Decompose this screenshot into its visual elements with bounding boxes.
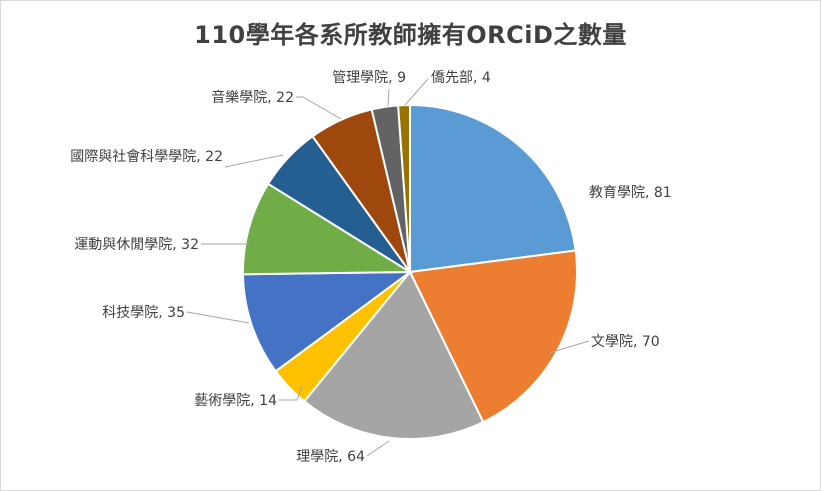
pie-slice	[408, 249, 578, 424]
leader-line	[387, 88, 390, 107]
data-label: 管理學院, 9	[332, 70, 406, 86]
leader-line	[224, 154, 284, 168]
data-label: 藝術學院, 14	[194, 393, 277, 409]
data-label: 文學院, 70	[591, 334, 660, 350]
leader-line	[404, 78, 429, 106]
data-label: 科技學院, 35	[102, 305, 185, 321]
data-label: 僑先部, 4	[431, 70, 491, 86]
data-label: 音樂學院, 22	[211, 89, 294, 106]
data-label: 教育學院, 81	[589, 185, 672, 201]
leader-lines	[186, 78, 590, 457]
pie-slice	[409, 103, 577, 274]
leader-line	[366, 440, 390, 457]
data-label: 國際與社會科學學院, 22	[70, 149, 223, 165]
pie-slice	[302, 270, 485, 440]
pie-slices	[241, 103, 578, 440]
data-labels: 教育學院, 81 文學院, 70 理學院, 64 藝術學院, 14 科技學院, 35 運動…	[70, 70, 671, 465]
pie-slice	[241, 270, 414, 373]
leader-line	[279, 385, 303, 401]
chart-title: 110學年各系所教師擁有ORCiD之數量	[194, 21, 627, 49]
leader-line	[548, 340, 590, 354]
data-label: 運動與休閒學院, 32	[74, 237, 199, 253]
pie-slice	[397, 103, 411, 273]
pie-slice	[242, 182, 414, 276]
data-label: 理學院, 64	[296, 449, 365, 465]
leader-line	[296, 96, 342, 120]
leader-line	[186, 311, 250, 324]
